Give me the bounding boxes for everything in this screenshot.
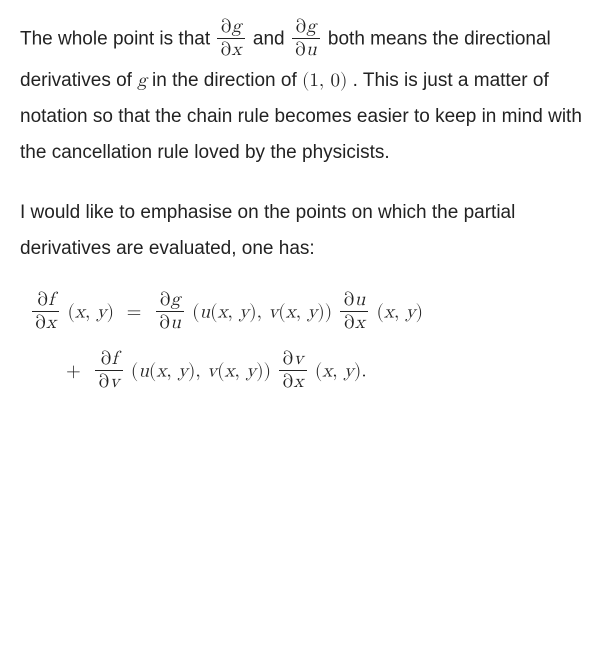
var-x: x: [46, 313, 56, 332]
comma: ,: [257, 303, 262, 322]
var-y: y: [97, 303, 107, 322]
comma: ,: [296, 303, 301, 322]
comma: ,: [166, 361, 171, 380]
var-x: x: [355, 313, 365, 332]
equation-line-1: ∂f ∂x (x, y) = ∂g ∂u (u(x, y), v(x, y)) …: [30, 291, 590, 336]
partial-symbol: ∂: [98, 372, 109, 391]
var-u: u: [306, 40, 317, 59]
var-y: y: [178, 361, 188, 380]
lparen: (: [68, 303, 75, 322]
comma: ,: [195, 361, 200, 380]
var-g: g: [232, 17, 242, 36]
var-u: u: [170, 313, 181, 332]
period: .: [361, 361, 366, 380]
rparen: ): [107, 303, 114, 322]
args-xy-3: (x, y).: [315, 361, 367, 380]
var-y: y: [246, 361, 256, 380]
inline-frac-dg-du: ∂g ∂u: [290, 29, 328, 48]
equals-sign: =: [127, 303, 142, 322]
lparen: (: [192, 303, 199, 322]
comma: ,: [85, 303, 90, 322]
var-u: u: [138, 361, 149, 380]
rparen: ): [416, 303, 423, 322]
var-y: y: [406, 303, 416, 322]
var-u: u: [200, 303, 211, 322]
rparen: ): [249, 303, 256, 322]
partial-symbol: ∂: [295, 40, 306, 59]
var-x: x: [293, 372, 303, 391]
plus-sign: +: [66, 361, 81, 380]
partial-symbol: ∂: [282, 349, 293, 368]
lparen: (: [377, 303, 384, 322]
lparen: (: [278, 303, 285, 322]
rparen: ): [264, 361, 271, 380]
inline-tuple-10: (1, 0): [302, 71, 347, 90]
frac-dg-du: ∂g ∂u: [156, 289, 184, 334]
var-y: y: [344, 361, 354, 380]
partial-symbol: ∂: [295, 17, 306, 36]
args-xy: (x, y): [68, 303, 115, 322]
frac-du-dx: ∂u ∂x: [340, 289, 368, 334]
partial-symbol: ∂: [343, 290, 354, 309]
var-f: f: [112, 349, 118, 368]
args-xy-2: (x, y): [377, 303, 424, 322]
var-u: u: [355, 290, 366, 309]
var-v: v: [207, 361, 217, 380]
paragraph-1: The whole point is that ∂g ∂x and ∂g ∂u …: [20, 18, 590, 171]
comma: ,: [394, 303, 399, 322]
var-v: v: [268, 303, 278, 322]
partial-symbol: ∂: [159, 313, 170, 332]
comma: ,: [332, 361, 337, 380]
display-equation: ∂f ∂x (x, y) = ∂g ∂u (u(x, y), v(x, y)) …: [20, 291, 590, 394]
frac-df-dv: ∂f ∂v: [95, 348, 122, 393]
var-x: x: [224, 361, 234, 380]
partial-symbol: ∂: [344, 313, 355, 332]
p1-text-b: and: [253, 28, 290, 49]
var-x: x: [322, 361, 332, 380]
partial-symbol: ∂: [221, 17, 232, 36]
frac-df-dx: ∂f ∂x: [32, 289, 59, 334]
var-x: x: [286, 303, 296, 322]
partial-symbol: ∂: [35, 313, 46, 332]
partial-symbol: ∂: [220, 40, 231, 59]
partial-symbol: ∂: [160, 290, 171, 309]
partial-symbol: ∂: [282, 372, 293, 391]
var-y: y: [239, 303, 249, 322]
inline-frac-dg-dx: ∂g ∂x: [215, 29, 253, 48]
var-v: v: [293, 349, 303, 368]
var-x: x: [217, 303, 227, 322]
equation-line-2: + ∂f ∂v (u(x, y), v(x, y)) ∂v ∂x (x, y).: [66, 350, 590, 395]
var-g: g: [171, 290, 181, 309]
var-x: x: [384, 303, 394, 322]
partial-symbol: ∂: [37, 290, 48, 309]
p1-text-d: in the direction of: [152, 70, 302, 91]
var-f: f: [48, 290, 54, 309]
partial-symbol: ∂: [101, 349, 112, 368]
args-uv-xy-1: (u(x, y), v(x, y)): [192, 303, 332, 322]
rparen: ): [325, 303, 332, 322]
var-x: x: [75, 303, 85, 322]
inline-var-g: g: [137, 71, 147, 90]
frac-dv-dx: ∂v ∂x: [279, 348, 306, 393]
comma: ,: [235, 361, 240, 380]
paragraph-2: I would like to emphasise on the points …: [20, 195, 590, 267]
comma: ,: [228, 303, 233, 322]
var-g: g: [307, 17, 317, 36]
var-y: y: [307, 303, 317, 322]
p1-text-a: The whole point is that: [20, 28, 215, 49]
rparen: ): [256, 361, 263, 380]
var-x: x: [156, 361, 166, 380]
var-v: v: [110, 372, 120, 391]
args-uv-xy-2: (u(x, y), v(x, y)): [131, 361, 271, 380]
var-x: x: [232, 40, 242, 59]
rparen: ): [317, 303, 324, 322]
